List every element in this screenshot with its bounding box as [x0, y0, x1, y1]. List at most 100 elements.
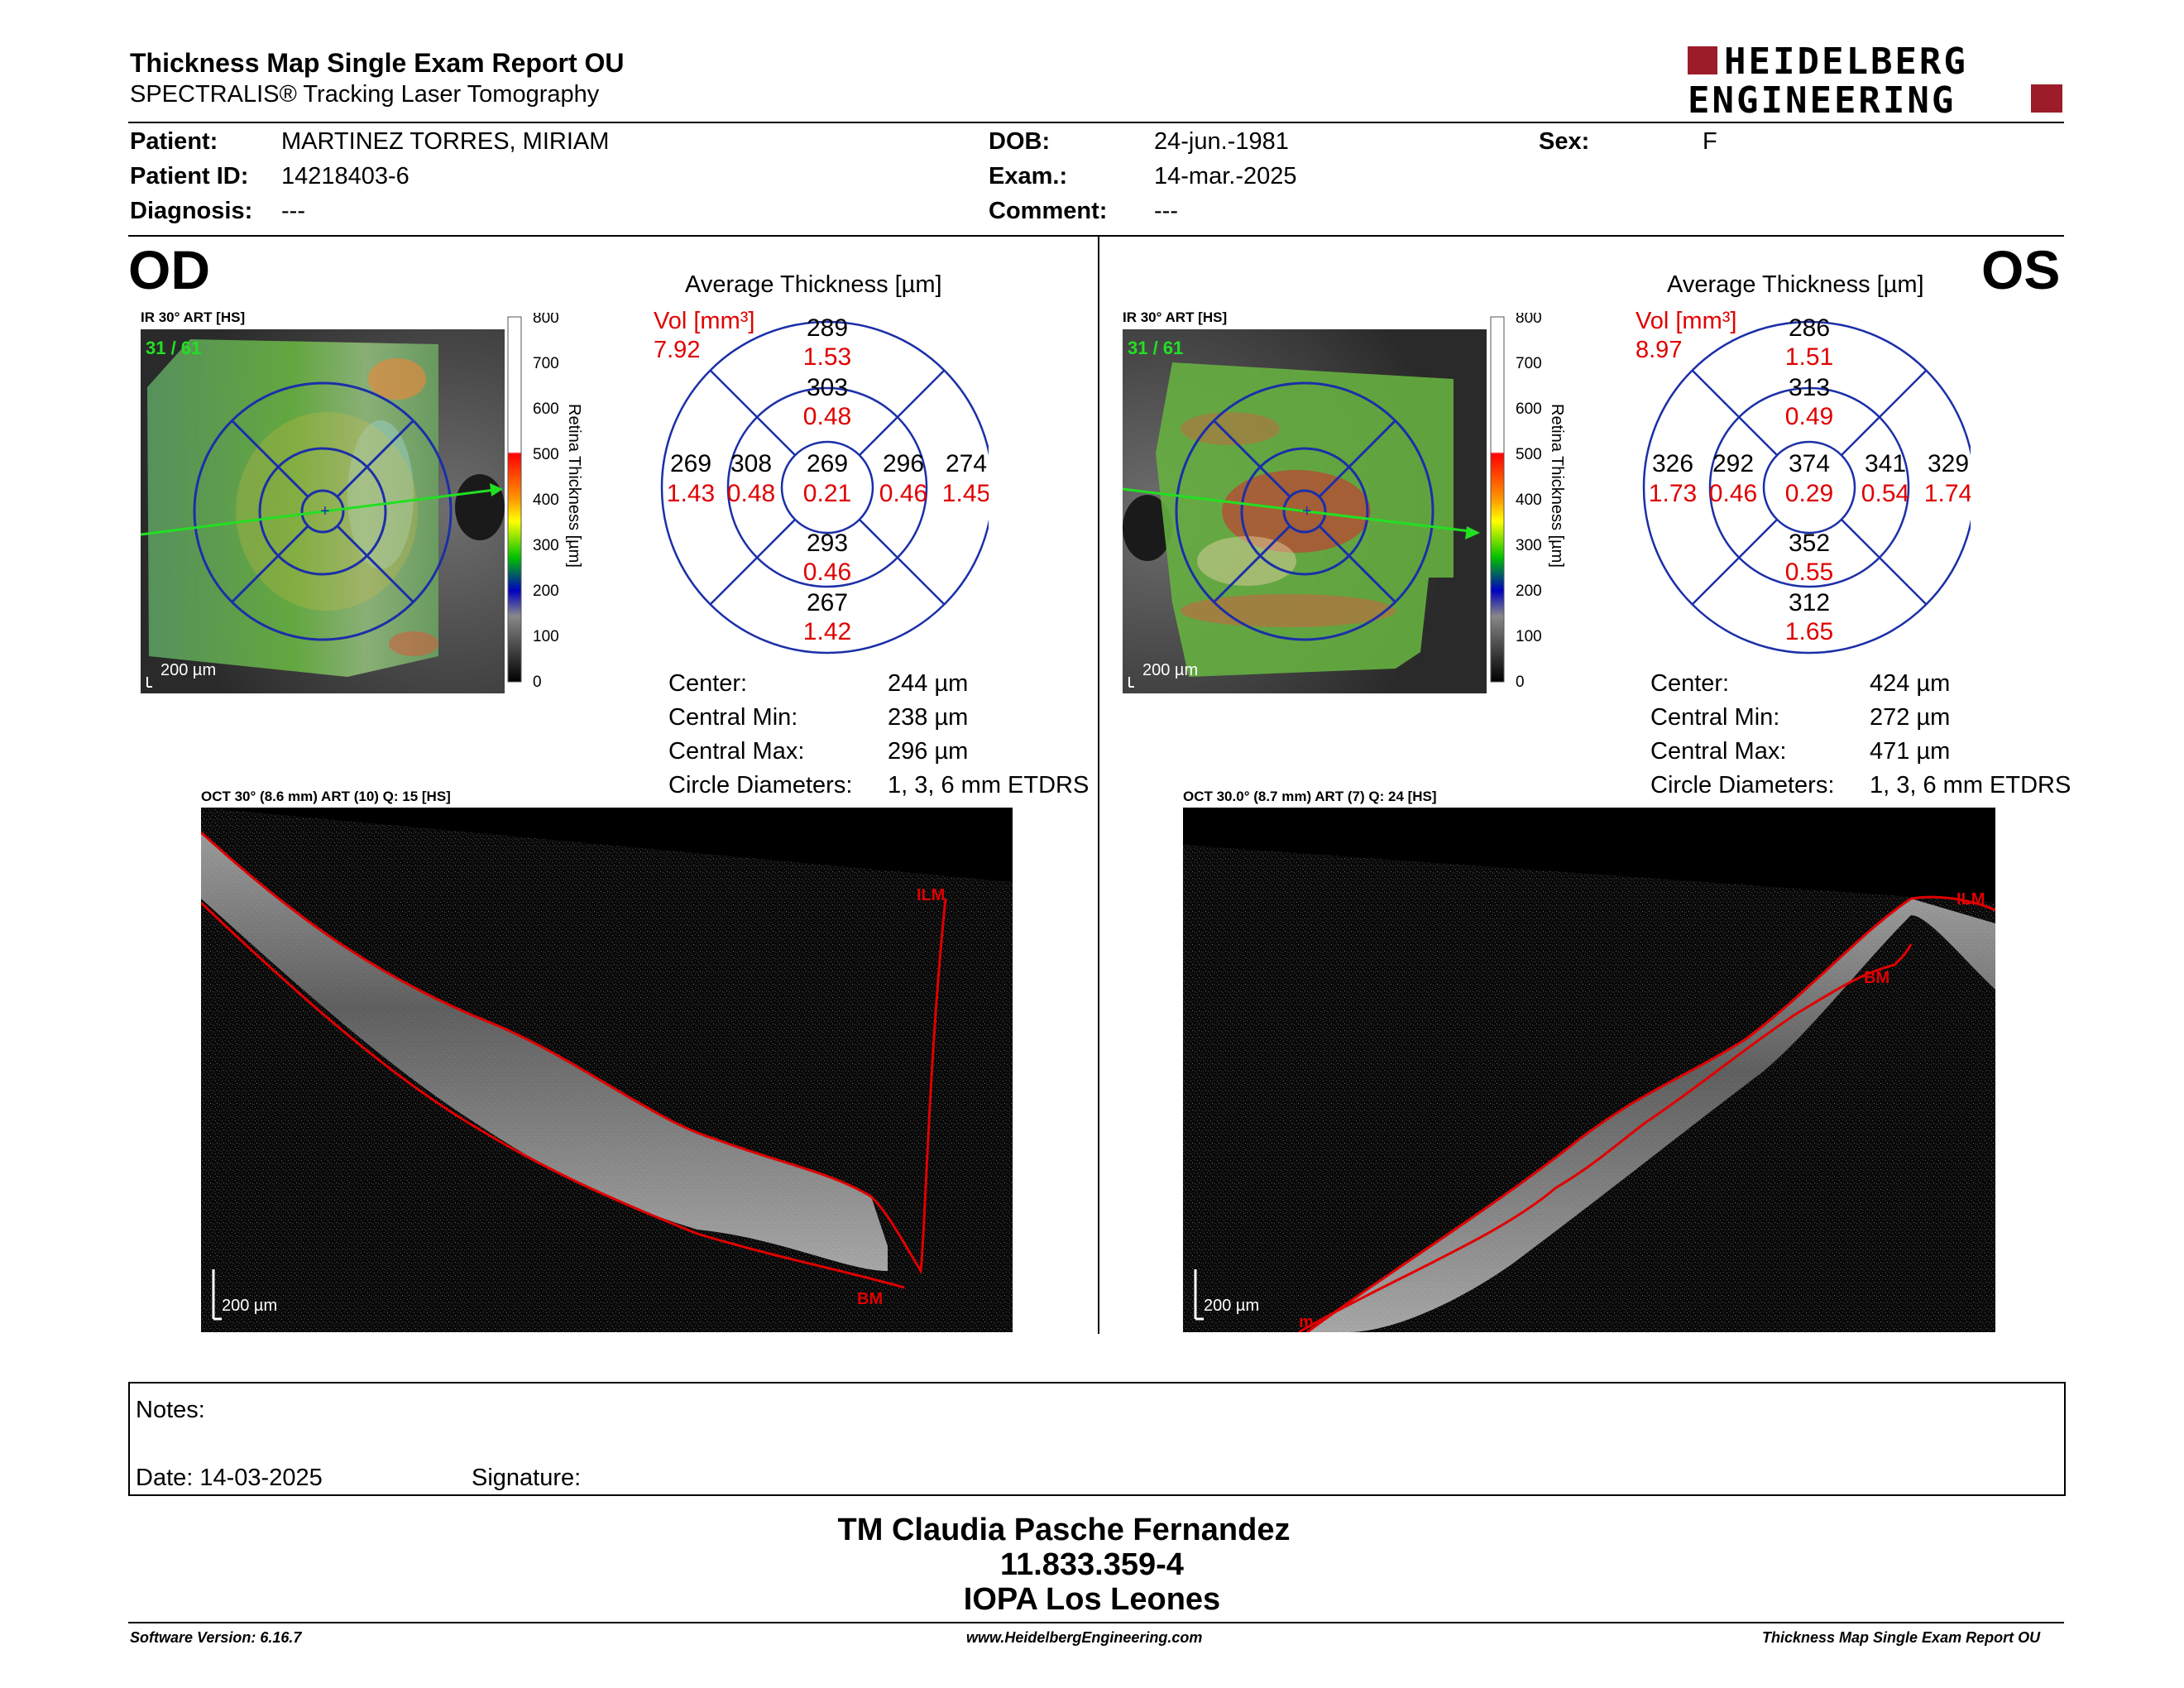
os-outer-sup-volume: 1.51 — [1785, 343, 1833, 371]
od-center-volume: 0.21 — [803, 480, 851, 507]
od-circle-diam-label: Circle Diameters: — [668, 772, 853, 798]
os-center-label: Center: — [1650, 670, 1730, 697]
od-oct-scale: 200 µm — [222, 1297, 277, 1315]
os-cbar-tick: 800 — [1516, 313, 1542, 327]
od-cbar-tick: 100 — [533, 628, 559, 645]
od-vol-value: 7.92 — [654, 337, 700, 363]
technician-name: TM Claudia Pasche Fernandez — [837, 1513, 1291, 1547]
os-outer-nas-thickness: 329 — [1928, 450, 1969, 477]
od-eye-label: OD — [128, 239, 210, 300]
os-cbar-tick: 500 — [1516, 446, 1542, 463]
od-avg-title: Average Thickness [µm] — [685, 271, 942, 298]
os-oct-scale: 200 µm — [1204, 1297, 1259, 1315]
dob-value: 24-jun.-1981 — [1154, 128, 1289, 155]
od-cbar-tick: 800 — [533, 313, 559, 327]
od-cbar-tick: 300 — [533, 537, 559, 554]
od-outer-inf-thickness: 267 — [807, 589, 848, 616]
os-oct-bscan: ILM BM m 200 µm — [1183, 808, 1995, 1332]
footer-report-name: Thickness Map Single Exam Report OU — [1762, 1629, 2041, 1646]
os-eye-label: OS — [1981, 239, 2061, 300]
os-inner-temp-thickness: 292 — [1712, 450, 1754, 477]
os-inner-temp-volume: 0.46 — [1709, 480, 1757, 507]
comment-label: Comment: — [989, 198, 1108, 224]
website-link[interactable]: www.HeidelbergEngineering.com — [966, 1629, 1203, 1646]
od-outer-temp-volume: 1.43 — [667, 480, 715, 507]
os-ir-caption: IR 30° ART [HS] — [1123, 309, 1228, 325]
od-colorbar-label: Retina Thickness [µm] — [565, 404, 583, 568]
od-outer-nas-volume: 1.45 — [942, 480, 989, 507]
diagnosis-value: --- — [281, 198, 305, 224]
os-vol-label: Vol [mm³] — [1636, 308, 1736, 334]
technician-id: 11.833.359-4 — [1000, 1547, 1184, 1582]
os-central-min-value: 272 µm — [1870, 704, 1951, 731]
od-cbar-tick: 600 — [533, 400, 559, 418]
software-version: Software Version: 6.16.7 — [130, 1629, 302, 1646]
od-cbar-tick: 700 — [533, 355, 559, 372]
os-fundus-thickness-map: + 31 / 61 200 µm — [1123, 329, 1487, 693]
od-etdrs-grid: Vol [mm³] 7.92 289 1.53 303 0.48 269 1.4… — [654, 308, 989, 655]
os-colorbar-label: Retina Thickness [µm] — [1548, 404, 1566, 568]
center-divider — [1098, 237, 1099, 1334]
os-central-max-label: Central Max: — [1650, 738, 1787, 765]
od-inner-nas-thickness: 296 — [883, 450, 924, 477]
svg-text:+: + — [320, 502, 330, 520]
diagnosis-label: Diagnosis: — [130, 198, 253, 224]
os-center-volume: 0.29 — [1785, 480, 1833, 507]
os-outer-sup-thickness: 286 — [1789, 314, 1830, 342]
od-central-min-value: 238 µm — [888, 704, 969, 731]
os-oct-caption: OCT 30.0° (8.7 mm) ART (7) Q: 24 [HS] — [1183, 789, 1437, 804]
signature-label: Signature: — [472, 1465, 582, 1491]
od-ilm-label: ILM — [917, 886, 945, 904]
os-bm-label: BM — [1864, 969, 1889, 987]
od-circle-diam-value: 1, 3, 6 mm ETDRS — [888, 772, 1090, 798]
clinic-name: IOPA Los Leones — [963, 1582, 1221, 1617]
od-outer-sup-volume: 1.53 — [803, 343, 851, 371]
od-colorbar: 800 700 600 500 400 300 200 100 0 Retina… — [507, 313, 583, 691]
od-ir-scale: 200 µm — [160, 661, 216, 679]
od-ir-caption: IR 30° ART [HS] — [141, 309, 246, 325]
sex-value: F — [1703, 128, 1717, 155]
os-central-min-label: Central Min: — [1650, 704, 1780, 731]
od-outer-temp-thickness: 269 — [670, 450, 711, 477]
notes-box[interactable] — [128, 1382, 2066, 1496]
od-central-max-label: Central Max: — [668, 738, 805, 765]
os-inner-nas-thickness: 341 — [1865, 450, 1906, 477]
os-cbar-tick: 700 — [1516, 355, 1542, 372]
notes-date: Date: 14-03-2025 — [136, 1465, 323, 1491]
os-inner-inf-thickness: 352 — [1789, 530, 1830, 557]
od-inner-sup-thickness: 303 — [807, 374, 848, 401]
os-colorbar: 800 700 600 500 400 300 200 100 0 Retina… — [1490, 313, 1566, 691]
svg-text:HEIDELBERG: HEIDELBERG — [1724, 45, 1968, 83]
os-outer-inf-thickness: 312 — [1789, 589, 1830, 616]
os-outer-inf-volume: 1.65 — [1785, 618, 1833, 645]
patient-id: 14218403-6 — [281, 163, 410, 189]
od-cbar-tick: 0 — [533, 674, 542, 691]
os-avg-title: Average Thickness [µm] — [1667, 271, 1924, 298]
comment-value: --- — [1154, 198, 1178, 224]
svg-text:ENGINEERING: ENGINEERING — [1688, 79, 1956, 116]
os-m-label: m — [1299, 1313, 1314, 1331]
os-frame-counter: 31 / 61 — [1128, 338, 1183, 358]
os-ir-scale: 200 µm — [1142, 661, 1198, 679]
report-title: Thickness Map Single Exam Report OU — [130, 48, 625, 78]
os-outer-nas-volume: 1.74 — [1924, 480, 1971, 507]
os-etdrs-grid: Vol [mm³] 8.97 286 1.51 313 0.49 326 1.7… — [1636, 308, 1971, 655]
od-center-thickness: 269 — [807, 450, 848, 477]
od-cbar-tick: 400 — [533, 492, 559, 509]
svg-text:+: + — [1302, 502, 1312, 520]
od-vol-label: Vol [mm³] — [654, 308, 754, 334]
os-vol-value: 8.97 — [1636, 337, 1682, 363]
os-inner-sup-volume: 0.49 — [1785, 403, 1833, 430]
exam-value: 14-mar.-2025 — [1154, 163, 1297, 189]
od-inner-inf-thickness: 293 — [807, 530, 848, 557]
heidelberg-logo: HEIDELBERG ENGINEERING — [1688, 45, 2062, 116]
report-subtitle: SPECTRALIS® Tracking Laser Tomography — [130, 81, 600, 108]
od-cbar-tick: 500 — [533, 446, 559, 463]
od-outer-inf-volume: 1.42 — [803, 618, 851, 645]
os-circle-diam-value: 1, 3, 6 mm ETDRS — [1870, 772, 2071, 798]
patient-rule — [128, 235, 2064, 237]
od-oct-bscan: ILM BM 200 µm — [201, 808, 1013, 1332]
os-cbar-tick: 200 — [1516, 583, 1542, 600]
sex-label: Sex: — [1539, 128, 1590, 155]
od-outer-sup-thickness: 289 — [807, 314, 848, 342]
